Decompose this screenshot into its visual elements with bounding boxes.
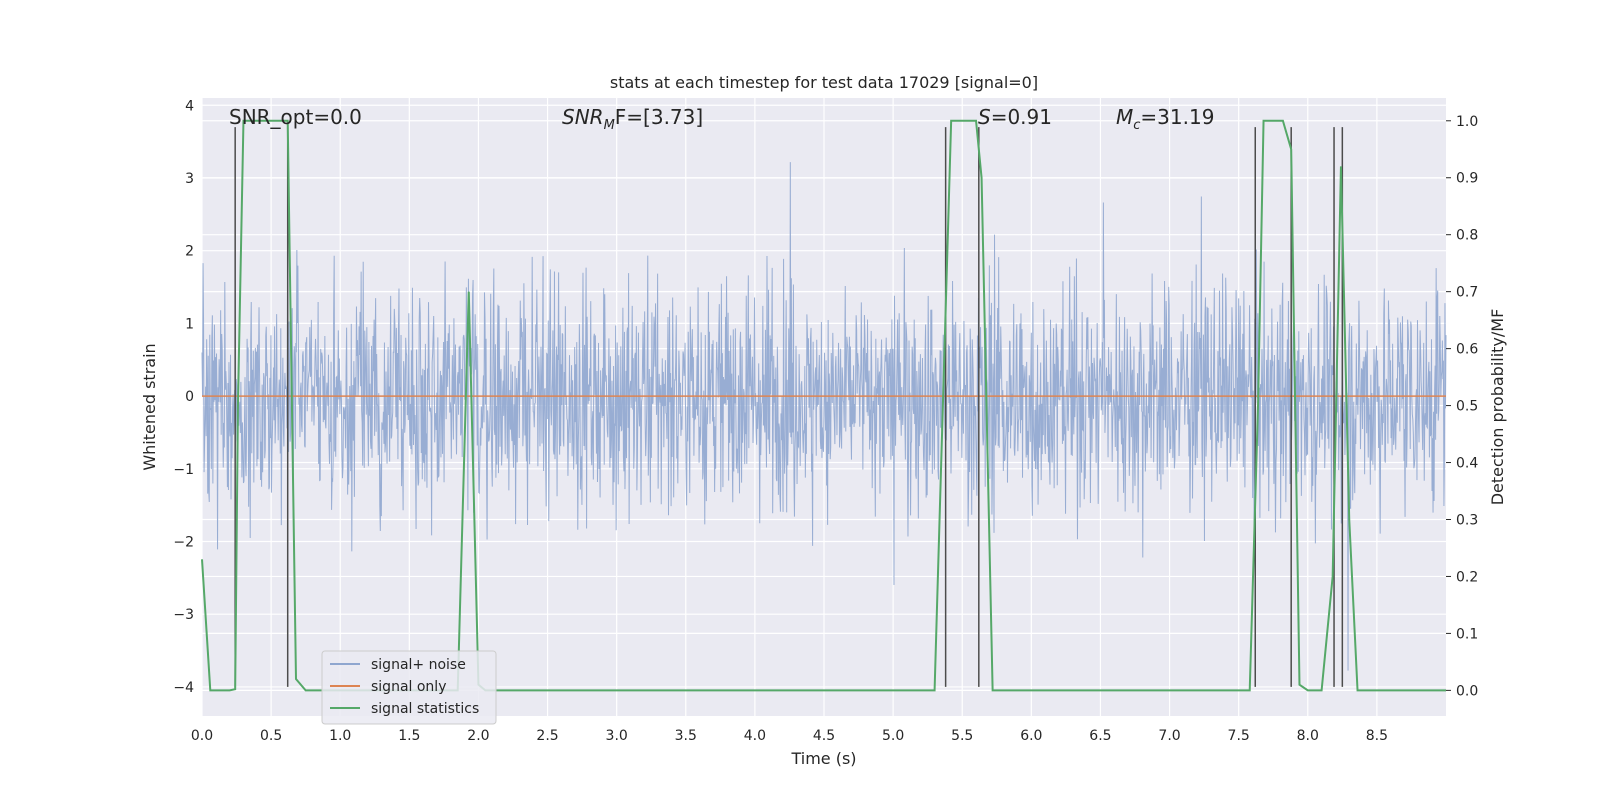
- x-tick-label: 2.5: [536, 728, 558, 744]
- chart-title: stats at each timestep for test data 170…: [610, 73, 1038, 92]
- y-right-tick-label: 0.7: [1456, 285, 1478, 301]
- marker-lines: [234, 127, 1344, 687]
- y-left-tick-label: 4: [185, 98, 194, 114]
- x-tick-label: 2.0: [467, 728, 489, 744]
- legend-label-signal-only: signal only: [371, 679, 446, 695]
- y-left-tick-label: −2: [173, 535, 194, 551]
- x-tick-label: 7.0: [1158, 728, 1180, 744]
- y-left-tick-label: 3: [185, 171, 194, 187]
- y-left-tick-label: 2: [185, 244, 194, 260]
- y-right-tick-label: 0.2: [1456, 569, 1478, 585]
- x-tick-label: 3.5: [675, 728, 697, 744]
- series-signal-noise: [201, 162, 1447, 671]
- y-left-tick-label: −4: [173, 680, 194, 696]
- legend-label-noise: signal+ noise: [371, 657, 466, 673]
- y-right-tick-label: 0.8: [1456, 228, 1478, 244]
- x-tick-label: 5.0: [882, 728, 904, 744]
- y-left-tick-label: 1: [185, 316, 194, 332]
- y-right-tick-label: 0.6: [1456, 342, 1478, 358]
- x-tick-label: 6.0: [1020, 728, 1042, 744]
- noise-line: [201, 162, 1447, 671]
- x-tick-label: 3.0: [606, 728, 628, 744]
- x-tick-label: 0.5: [260, 728, 282, 744]
- annotation-mc: Mc=31.19: [1116, 105, 1214, 133]
- y-axis-right-label: Detection probability/MF: [1488, 309, 1507, 506]
- legend-box: [321, 650, 497, 725]
- annotation-s: S=0.91: [978, 105, 1052, 129]
- y-right-tick-label: 0.3: [1456, 512, 1478, 528]
- y-axis-left-label: Whitened strain: [140, 343, 159, 470]
- x-tick-label: 1.5: [398, 728, 420, 744]
- y-right-tick-label: 0.1: [1456, 626, 1478, 642]
- y-right-tick-label: 0.0: [1456, 683, 1478, 699]
- x-tick-label: 5.5: [951, 728, 973, 744]
- x-tick-label: 4.0: [744, 728, 766, 744]
- legend-label-statistics: signal statistics: [371, 701, 479, 717]
- y-right-tick-label: 0.5: [1456, 399, 1478, 415]
- y-right-tick-label: 1.0: [1456, 114, 1478, 130]
- y-left-tick-label: 0: [185, 389, 194, 405]
- x-tick-labels: 0.0 0.5 1.0 1.5 2.0 2.5 3.0 3.5 4.0 4.5 5.0 5.5 6.0 6…: [191, 728, 1388, 744]
- y-right-tick-label: 0.9: [1456, 171, 1478, 187]
- y-right-tick-labels: 0.0 0.1 0.2 0.3 0.4 0.5 0.6 0.7 0.8 0.9 1.0: [1446, 114, 1478, 699]
- annotation-snr-mf: SNRMF=[3.73]: [562, 105, 703, 133]
- x-tick-label: 1.0: [329, 728, 351, 744]
- x-tick-label: 4.5: [813, 728, 835, 744]
- x-tick-label: 7.5: [1228, 728, 1250, 744]
- y-left-tick-label: −1: [173, 462, 194, 478]
- y-left-tick-labels: −4 −3 −2 −1 0 1 2 3 4: [173, 98, 194, 696]
- x-tick-label: 8.0: [1297, 728, 1319, 744]
- statistics-line: [201, 119, 1446, 692]
- x-tick-label: 6.5: [1089, 728, 1111, 744]
- x-tick-label: 0.0: [191, 728, 213, 744]
- series-signal-statistics: [201, 119, 1446, 692]
- x-axis-label: Time (s): [790, 749, 856, 768]
- y-right-tick-label: 0.4: [1456, 456, 1478, 472]
- x-tick-label: 8.5: [1366, 728, 1388, 744]
- legend: signal+ noise signal only signal statist…: [321, 650, 497, 725]
- y-left-tick-label: −3: [173, 607, 194, 623]
- annotation-snr-opt: SNR_opt=0.0: [229, 105, 362, 129]
